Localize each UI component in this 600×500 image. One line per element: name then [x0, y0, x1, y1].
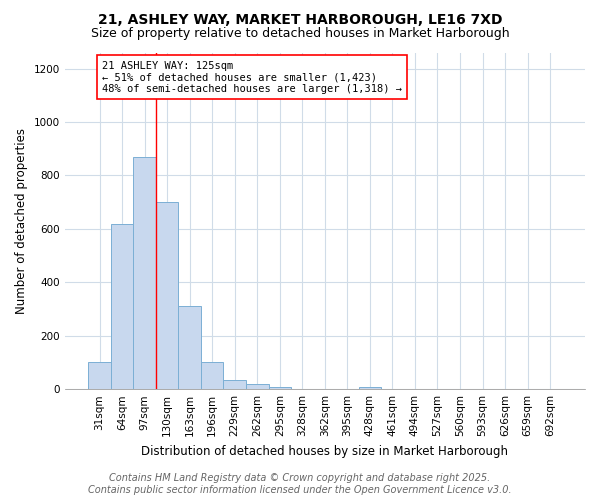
- Bar: [88, 362, 111, 389]
- Bar: [201, 362, 223, 389]
- Bar: [111, 224, 133, 389]
- Text: 21, ASHLEY WAY, MARKET HARBOROUGH, LE16 7XD: 21, ASHLEY WAY, MARKET HARBOROUGH, LE16 …: [98, 12, 502, 26]
- Bar: [156, 202, 178, 389]
- Bar: [223, 380, 246, 389]
- Text: Size of property relative to detached houses in Market Harborough: Size of property relative to detached ho…: [91, 28, 509, 40]
- Bar: [246, 384, 269, 389]
- Bar: [133, 156, 156, 389]
- Bar: [359, 386, 381, 389]
- Text: 21 ASHLEY WAY: 125sqm
← 51% of detached houses are smaller (1,423)
48% of semi-d: 21 ASHLEY WAY: 125sqm ← 51% of detached …: [102, 60, 402, 94]
- X-axis label: Distribution of detached houses by size in Market Harborough: Distribution of detached houses by size …: [142, 444, 508, 458]
- Bar: [178, 306, 201, 389]
- Text: Contains HM Land Registry data © Crown copyright and database right 2025.
Contai: Contains HM Land Registry data © Crown c…: [88, 474, 512, 495]
- Y-axis label: Number of detached properties: Number of detached properties: [15, 128, 28, 314]
- Bar: [269, 387, 291, 389]
